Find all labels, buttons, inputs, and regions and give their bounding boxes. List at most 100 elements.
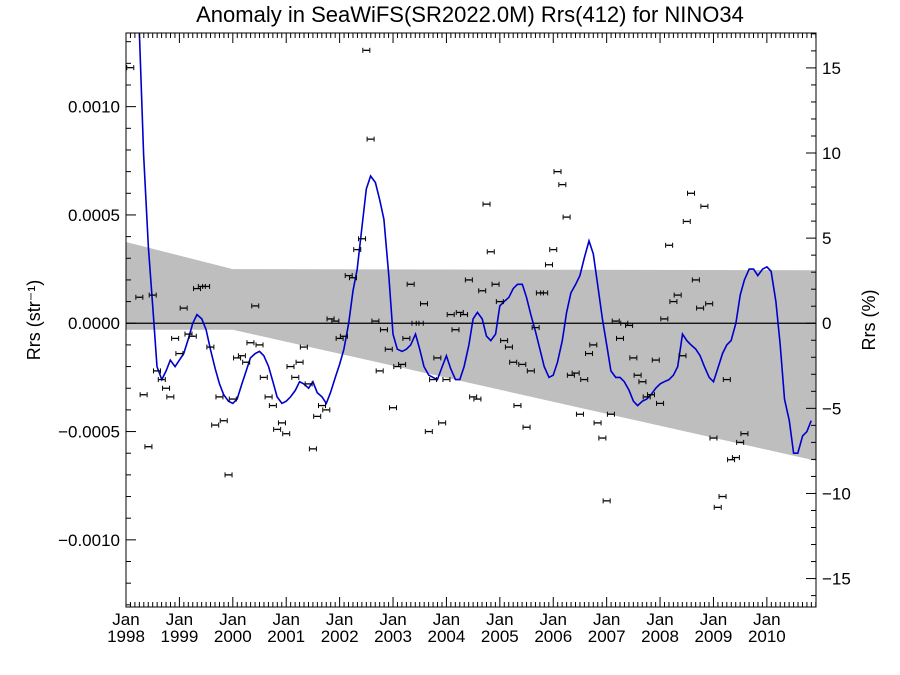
data-point [665,242,674,248]
data-point [135,294,144,300]
data-point [358,236,367,242]
data-point [317,403,326,409]
data-point [273,426,282,432]
x-tick-month-label: Jan [112,610,139,629]
data-point [255,342,264,348]
data-point [611,318,620,324]
data-point [660,316,669,322]
y-right-tick-label: −5 [822,399,841,418]
data-point [678,353,687,359]
data-point [460,312,469,318]
data-point [682,218,691,224]
y-right-tick-label: 5 [822,229,831,248]
x-tick-year-label: 2010 [748,627,786,646]
data-point [406,281,415,287]
x-tick-year-label: 2004 [428,627,466,646]
data-point [277,420,286,426]
data-point [478,288,487,294]
x-tick-year-label: 2000 [214,627,252,646]
data-point [433,355,442,361]
y-left-tick-label: 0.0010 [68,98,120,117]
data-point [304,381,313,387]
data-point [633,372,642,378]
data-point [237,353,246,359]
x-tick-month-label: Jan [486,610,513,629]
data-point [282,431,291,437]
data-point [251,303,260,309]
data-point [224,472,233,478]
x-tick-month-label: Jan [540,610,567,629]
data-point [616,335,625,341]
data-point [179,305,188,311]
data-point [638,379,647,385]
data-point [322,407,331,413]
data-point [375,368,384,374]
data-point [188,333,197,339]
data-point [442,377,451,383]
y-right-tick-label: −10 [822,484,851,503]
chart-title: Anomaly in SeaWiFS(SR2022.0M) Rrs(412) f… [196,2,744,27]
y-left-tick-label: 0.0000 [68,314,120,333]
data-point [259,374,268,380]
x-tick-year-label: 2006 [534,627,572,646]
data-point [348,275,357,281]
data-point [175,351,184,357]
data-point [673,292,682,298]
data-point [544,262,553,268]
x-tick-month-label: Jan [219,610,246,629]
data-point [171,335,180,341]
data-point [571,370,580,376]
data-point [228,396,237,402]
data-point [602,498,611,504]
data-point [736,439,745,445]
y-left-tick-label: 0.0005 [68,206,120,225]
data-point [593,420,602,426]
data-point [166,394,175,400]
uncertainty-band [126,242,816,461]
data-point [308,446,317,452]
y-right-tick-label: 10 [822,144,841,163]
data-point [656,400,665,406]
data-point [486,249,495,255]
data-point [482,201,491,207]
x-tick-year-label: 2007 [588,627,626,646]
data-point [509,359,518,365]
data-point [531,325,540,331]
x-tick-year-label: 2008 [641,627,679,646]
data-point [246,340,255,346]
data-point [722,377,731,383]
data-point [691,277,700,283]
data-point [291,374,300,380]
data-point [687,190,696,196]
data-point [398,361,407,367]
data-point [589,342,598,348]
data-point [389,405,398,411]
data-point [313,413,322,419]
x-tick-month-label: Jan [166,610,193,629]
x-tick-month-label: Jan [593,610,620,629]
x-tick-year-label: 2009 [695,627,733,646]
data-point [451,327,460,333]
x-tick-year-label: 2005 [481,627,519,646]
y-axis-left-label: Rrs (str⁻¹) [24,280,44,360]
x-tick-year-label: 2003 [374,627,412,646]
data-point [148,292,157,298]
data-point [415,320,424,326]
data-point [371,318,380,324]
plot-area [126,33,816,510]
data-point [202,283,211,289]
data-point [625,322,634,328]
data-point [669,299,678,305]
data-point [495,299,504,305]
data-point [152,368,161,374]
x-tick-year-label: 2002 [321,627,359,646]
data-point [575,411,584,417]
data-point [651,357,660,363]
data-point [731,455,740,461]
data-point [464,277,473,283]
data-point [629,355,638,361]
data-point [705,301,714,307]
data-point [646,392,655,398]
data-point [339,333,348,339]
